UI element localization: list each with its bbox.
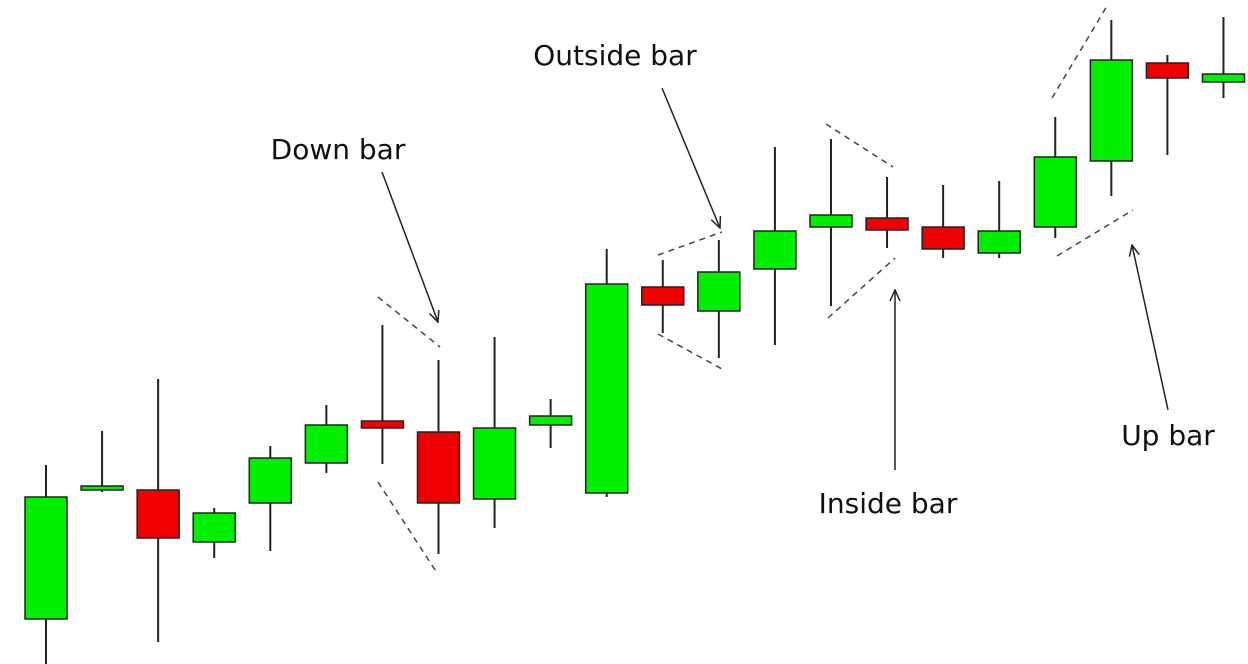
candle-body bbox=[865, 217, 909, 231]
candle-body bbox=[921, 226, 965, 250]
candle-body bbox=[697, 271, 741, 312]
candle-body bbox=[416, 431, 461, 504]
guide-line bbox=[377, 296, 441, 348]
candle-body bbox=[1201, 73, 1246, 83]
candle-body bbox=[248, 457, 293, 504]
candle-body bbox=[360, 420, 405, 429]
candle-body bbox=[192, 512, 236, 543]
arrow bbox=[661, 87, 720, 228]
annotation: Outside bar bbox=[533, 39, 697, 72]
annotation: Down bar bbox=[271, 133, 406, 166]
candle-body bbox=[809, 214, 853, 228]
guide-line bbox=[1056, 209, 1134, 257]
guide-line bbox=[657, 231, 723, 256]
candle-body bbox=[136, 489, 180, 539]
guides bbox=[377, 5, 1169, 574]
candle-body bbox=[80, 485, 124, 491]
arrow bbox=[1132, 245, 1169, 411]
candle-body bbox=[304, 424, 349, 464]
guide-line bbox=[827, 257, 896, 319]
candle-body bbox=[1033, 156, 1078, 228]
guide-line bbox=[657, 333, 723, 370]
annotation: Inside bar bbox=[819, 487, 958, 520]
guide-line bbox=[825, 123, 894, 168]
guide-line bbox=[1051, 5, 1108, 99]
guide-line bbox=[377, 481, 438, 574]
candle-body bbox=[641, 286, 685, 306]
candles bbox=[24, 17, 1246, 664]
candle-body bbox=[472, 427, 517, 500]
candle-body bbox=[528, 415, 573, 426]
candle-body bbox=[753, 230, 797, 270]
arrow bbox=[381, 171, 438, 322]
annotation: Up bar bbox=[1121, 419, 1215, 452]
candle-body bbox=[584, 283, 629, 494]
candle-body bbox=[1145, 62, 1190, 79]
candle-body bbox=[1089, 59, 1134, 162]
candle-body bbox=[977, 230, 1021, 254]
candle-body bbox=[24, 496, 68, 620]
